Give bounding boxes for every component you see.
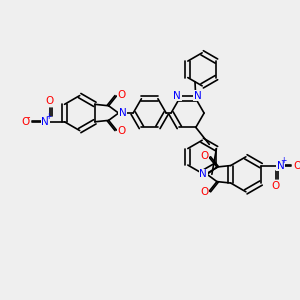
Text: O: O	[46, 96, 54, 106]
Text: N: N	[118, 108, 126, 118]
Text: O: O	[272, 181, 280, 191]
Text: O: O	[117, 126, 125, 136]
Text: O: O	[200, 187, 208, 197]
Text: N: N	[173, 91, 181, 101]
Text: O: O	[294, 160, 300, 170]
Text: N: N	[277, 160, 284, 170]
Text: +: +	[45, 112, 51, 122]
Text: N: N	[194, 91, 202, 101]
Text: O: O	[117, 90, 125, 100]
Text: N: N	[199, 169, 207, 179]
Text: -: -	[299, 156, 300, 166]
Text: N: N	[41, 117, 49, 127]
Text: O: O	[22, 117, 30, 127]
Text: O: O	[200, 151, 208, 161]
Text: +: +	[280, 156, 286, 165]
Text: -: -	[27, 112, 30, 122]
